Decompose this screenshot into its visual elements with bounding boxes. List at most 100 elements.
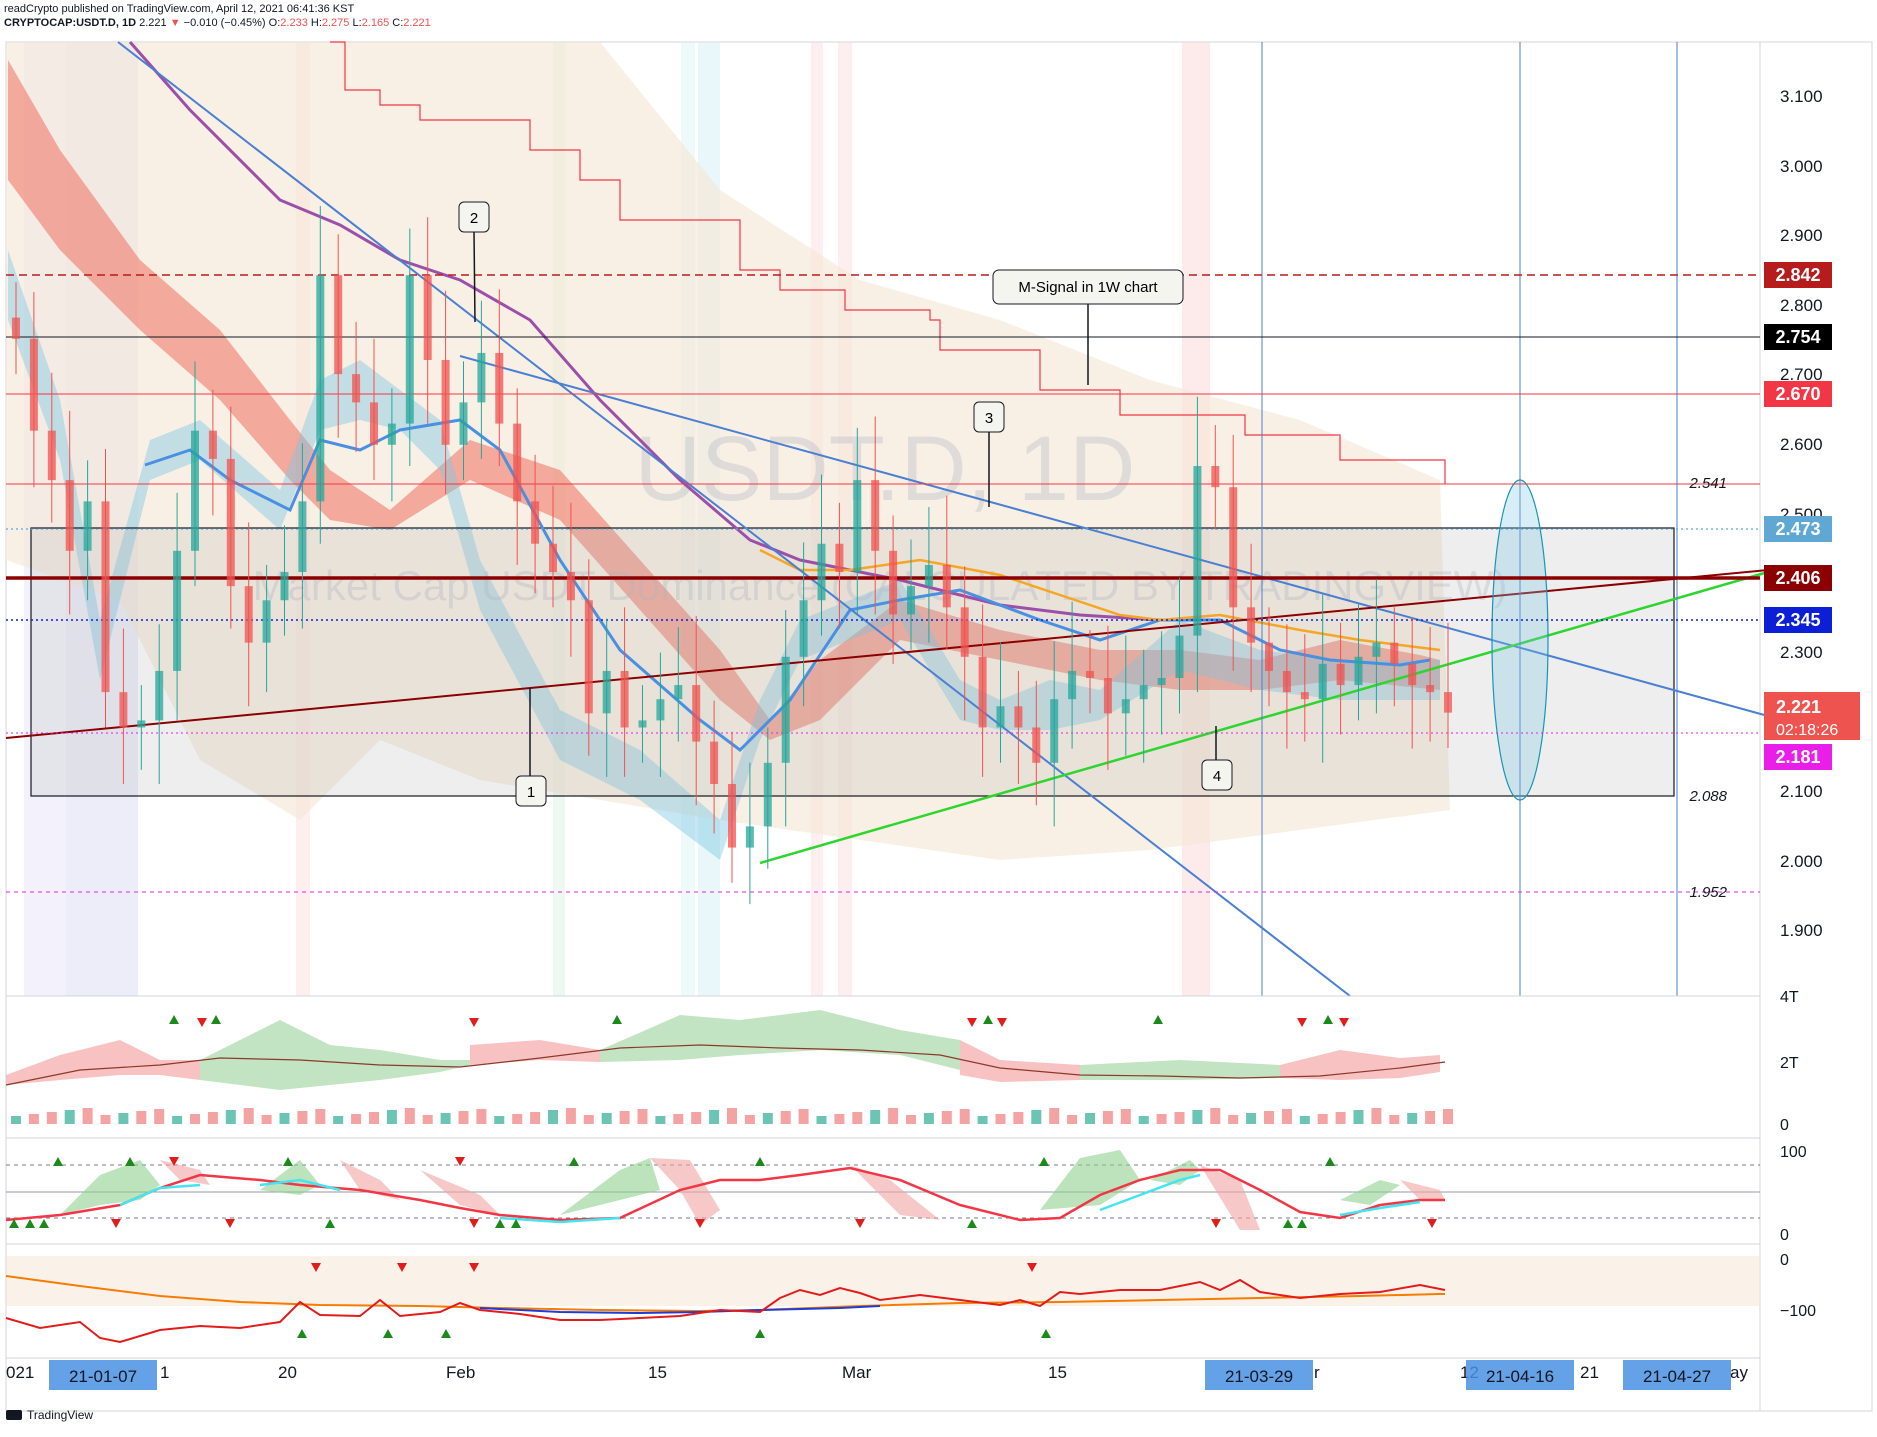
time-tick: r bbox=[1314, 1363, 1320, 1382]
target-ellipse bbox=[1491, 479, 1549, 801]
signal-up-arrow-icon bbox=[9, 1219, 19, 1228]
volume-bar bbox=[440, 1113, 451, 1124]
signal-up-arrow-icon bbox=[1323, 1015, 1333, 1024]
signal-up-arrow-icon bbox=[211, 1015, 221, 1024]
price-tick: 2.100 bbox=[1780, 782, 1823, 801]
volume-bar bbox=[494, 1116, 505, 1124]
volume-bar bbox=[46, 1112, 57, 1124]
volume-bar bbox=[351, 1114, 362, 1124]
callout-3: 3 bbox=[973, 401, 1005, 507]
down-arrow-icon: ▼ bbox=[169, 17, 181, 29]
volume-bar bbox=[1443, 1109, 1453, 1124]
candle-body bbox=[620, 670, 629, 728]
blue-ribbon bbox=[8, 250, 1440, 860]
candle-body bbox=[1050, 699, 1059, 763]
signal-down-arrow-icon bbox=[469, 1018, 479, 1027]
candle-body bbox=[1175, 635, 1184, 678]
callout-3-text: 3 bbox=[985, 410, 993, 427]
candle-body bbox=[978, 656, 987, 728]
volume-bar bbox=[1353, 1110, 1364, 1124]
candle-body bbox=[1408, 663, 1417, 686]
trendline-down-steep bbox=[117, 41, 1351, 997]
price-tick: 3.100 bbox=[1780, 87, 1823, 106]
signal-down-arrow-icon bbox=[469, 1263, 479, 1272]
volume-bar bbox=[637, 1109, 648, 1124]
price-axis[interactable]: 3.100 3.000 2.900 2.800 2.700 2.600 2.50… bbox=[1780, 87, 1823, 940]
label-2541: 2.541 bbox=[1688, 475, 1727, 492]
candle-body bbox=[871, 480, 880, 551]
candle-body bbox=[101, 501, 110, 693]
volume-bar bbox=[655, 1116, 666, 1124]
date-highlight-0107 bbox=[49, 1360, 157, 1390]
candle-body bbox=[1032, 727, 1041, 763]
volume-bar bbox=[816, 1116, 827, 1124]
trendline-support-red bbox=[5, 569, 1769, 739]
candle-body bbox=[208, 430, 217, 459]
open-value: 2.233 bbox=[280, 17, 308, 29]
volume-bar bbox=[1138, 1116, 1149, 1124]
volume-bar bbox=[870, 1110, 881, 1124]
volume-bar bbox=[1120, 1109, 1131, 1124]
signal-up-arrow-icon bbox=[39, 1219, 49, 1228]
stoch-fill-green bbox=[60, 1150, 1400, 1215]
candle-body bbox=[173, 550, 182, 671]
candle-body bbox=[1444, 692, 1452, 713]
osc-signal-arrows bbox=[297, 1263, 1051, 1338]
osc-tick-m100: −100 bbox=[1780, 1303, 1816, 1320]
candle-body bbox=[1372, 642, 1381, 657]
price-tick: 2.300 bbox=[1780, 643, 1823, 662]
volume-bar bbox=[1102, 1111, 1113, 1124]
consolidation-box bbox=[30, 527, 1675, 797]
candle-body bbox=[1211, 466, 1220, 488]
horizontal-levels bbox=[6, 274, 1760, 893]
price-change: −0.010 (−0.45%) bbox=[183, 17, 266, 29]
signal-down-arrow-icon bbox=[397, 1263, 407, 1272]
time-tick: 20 bbox=[278, 1363, 297, 1382]
volume-bar bbox=[583, 1115, 594, 1124]
volume-bar bbox=[619, 1111, 630, 1124]
callout-2: 2 bbox=[458, 201, 490, 323]
volume-bar bbox=[225, 1110, 236, 1124]
stoch-signal-cyan bbox=[119, 1173, 1421, 1224]
callout-msignal-text: M-Signal in 1W chart bbox=[1018, 279, 1158, 296]
volume-bar bbox=[906, 1115, 916, 1124]
time-tick: Mar bbox=[842, 1363, 872, 1382]
candle-body bbox=[513, 423, 522, 502]
volume-bar bbox=[1013, 1112, 1024, 1124]
candle-body bbox=[907, 586, 915, 615]
label-2088: 2.088 bbox=[1688, 788, 1727, 805]
time-tick: 15 bbox=[648, 1363, 667, 1382]
signal-down-arrow-icon bbox=[311, 1263, 321, 1272]
tag-2842: 2.842 bbox=[1775, 265, 1820, 285]
candle-body bbox=[298, 501, 307, 572]
signal-up-arrow-icon bbox=[967, 1219, 977, 1228]
volume-bar bbox=[333, 1116, 344, 1124]
volume-bar bbox=[82, 1108, 93, 1124]
candle-body bbox=[226, 458, 235, 587]
volume-bar bbox=[1264, 1111, 1274, 1124]
price-tick: 2.900 bbox=[1780, 226, 1823, 245]
candle-body bbox=[531, 501, 540, 544]
candle-body bbox=[1193, 466, 1202, 636]
candle-body bbox=[83, 501, 92, 551]
candle-body bbox=[1318, 663, 1327, 700]
volume-bar bbox=[1228, 1115, 1239, 1124]
watermark-symbol: USDT.D, 1D bbox=[635, 418, 1136, 520]
volume-bar bbox=[1389, 1115, 1400, 1124]
volume-bar bbox=[923, 1113, 934, 1124]
time-axis[interactable]: 021 1 20 Feb 15 Mar 15 r 12 21 ay 21-01-… bbox=[6, 1360, 1748, 1390]
volume-bar bbox=[977, 1116, 988, 1124]
signal-up-arrow-icon bbox=[1283, 1219, 1293, 1228]
candle-body bbox=[960, 607, 969, 657]
candle-body bbox=[602, 670, 611, 714]
candle-body bbox=[65, 480, 74, 551]
signal-down-arrow-icon bbox=[855, 1219, 865, 1228]
volume-bar bbox=[727, 1108, 737, 1124]
candle-body bbox=[745, 826, 754, 848]
volume-bar bbox=[780, 1111, 791, 1124]
low-label: L: bbox=[352, 17, 362, 29]
price-tick: 2.600 bbox=[1780, 435, 1823, 454]
price-tick: 3.000 bbox=[1780, 157, 1823, 176]
candle-body bbox=[1103, 678, 1112, 714]
